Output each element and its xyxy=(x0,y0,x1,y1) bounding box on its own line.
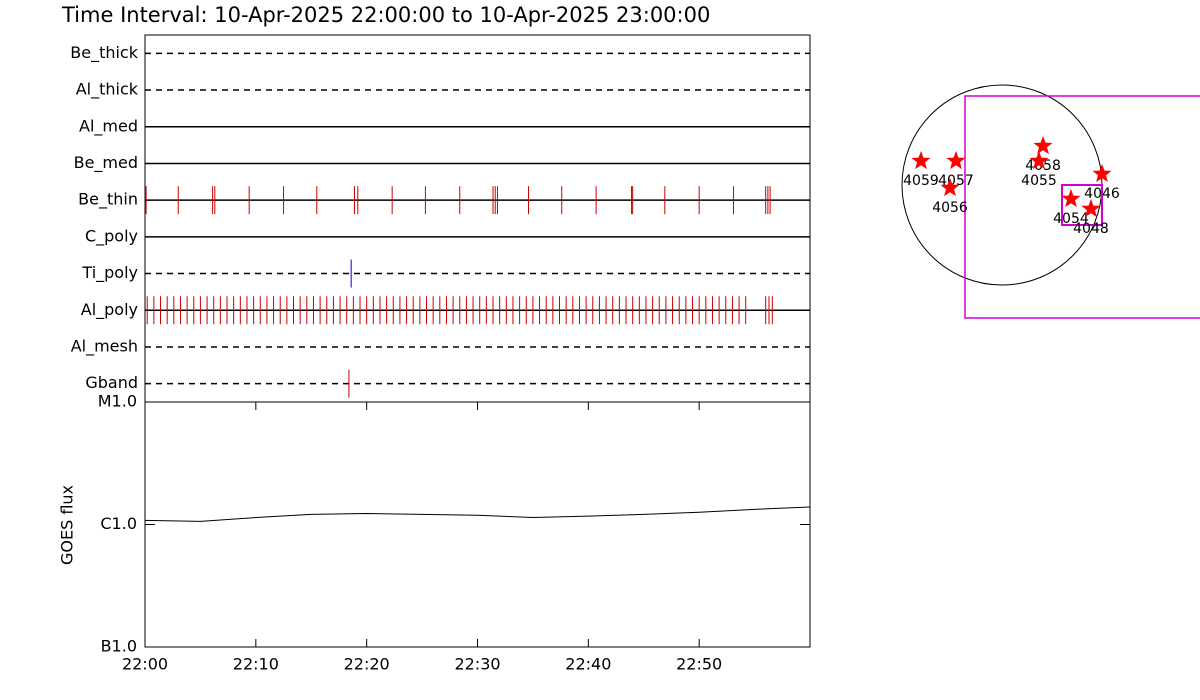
region-star xyxy=(946,151,966,170)
title: Time Interval: 10-Apr-2025 22:00:00 to 1… xyxy=(61,3,710,27)
fov-box-small xyxy=(1061,184,1103,226)
x-tick-label: 22:50 xyxy=(676,655,722,674)
fov-box xyxy=(964,95,1200,319)
region-star xyxy=(940,178,960,197)
region-star xyxy=(1033,136,1053,155)
filter-label: C_poly xyxy=(85,226,138,246)
filter-label: Al_mesh xyxy=(71,336,138,356)
region-star xyxy=(1061,189,1081,207)
filter-label: Be_thin xyxy=(78,190,138,210)
filter-label: Be_thick xyxy=(70,43,138,63)
filter-label: Al_poly xyxy=(81,300,138,320)
filter-label: Be_med xyxy=(74,153,138,173)
goes-curve xyxy=(144,506,811,522)
x-tick-label: 22:10 xyxy=(233,655,279,674)
region-label: 4046 xyxy=(1084,186,1120,202)
filter-label: Ti_poly xyxy=(81,263,138,283)
filter-label: Al_thick xyxy=(76,80,139,100)
region-label: 4059 xyxy=(903,173,939,189)
region-label: 4055 xyxy=(1021,173,1057,189)
region-star xyxy=(911,151,931,170)
y-tick-label: M1.0 xyxy=(98,392,137,411)
y-tick-label: B1.0 xyxy=(101,637,137,656)
region-label: 4048 xyxy=(1073,221,1109,237)
x-tick-label: 22:40 xyxy=(565,655,611,674)
region-star xyxy=(1029,151,1049,170)
region-label: 4054 xyxy=(1053,211,1089,227)
x-tick-label: 22:00 xyxy=(122,655,168,674)
y-axis-label: GOES flux xyxy=(58,485,77,565)
x-tick-label: 22:20 xyxy=(344,655,390,674)
y-tick-label: C1.0 xyxy=(100,514,137,533)
region-star xyxy=(1081,199,1101,217)
region-star xyxy=(1092,164,1112,182)
filter-label: Gband xyxy=(85,373,138,392)
region-label: 4056 xyxy=(932,200,968,216)
filter-label: Al_med xyxy=(79,116,138,136)
x-tick-label: 22:30 xyxy=(454,655,500,674)
